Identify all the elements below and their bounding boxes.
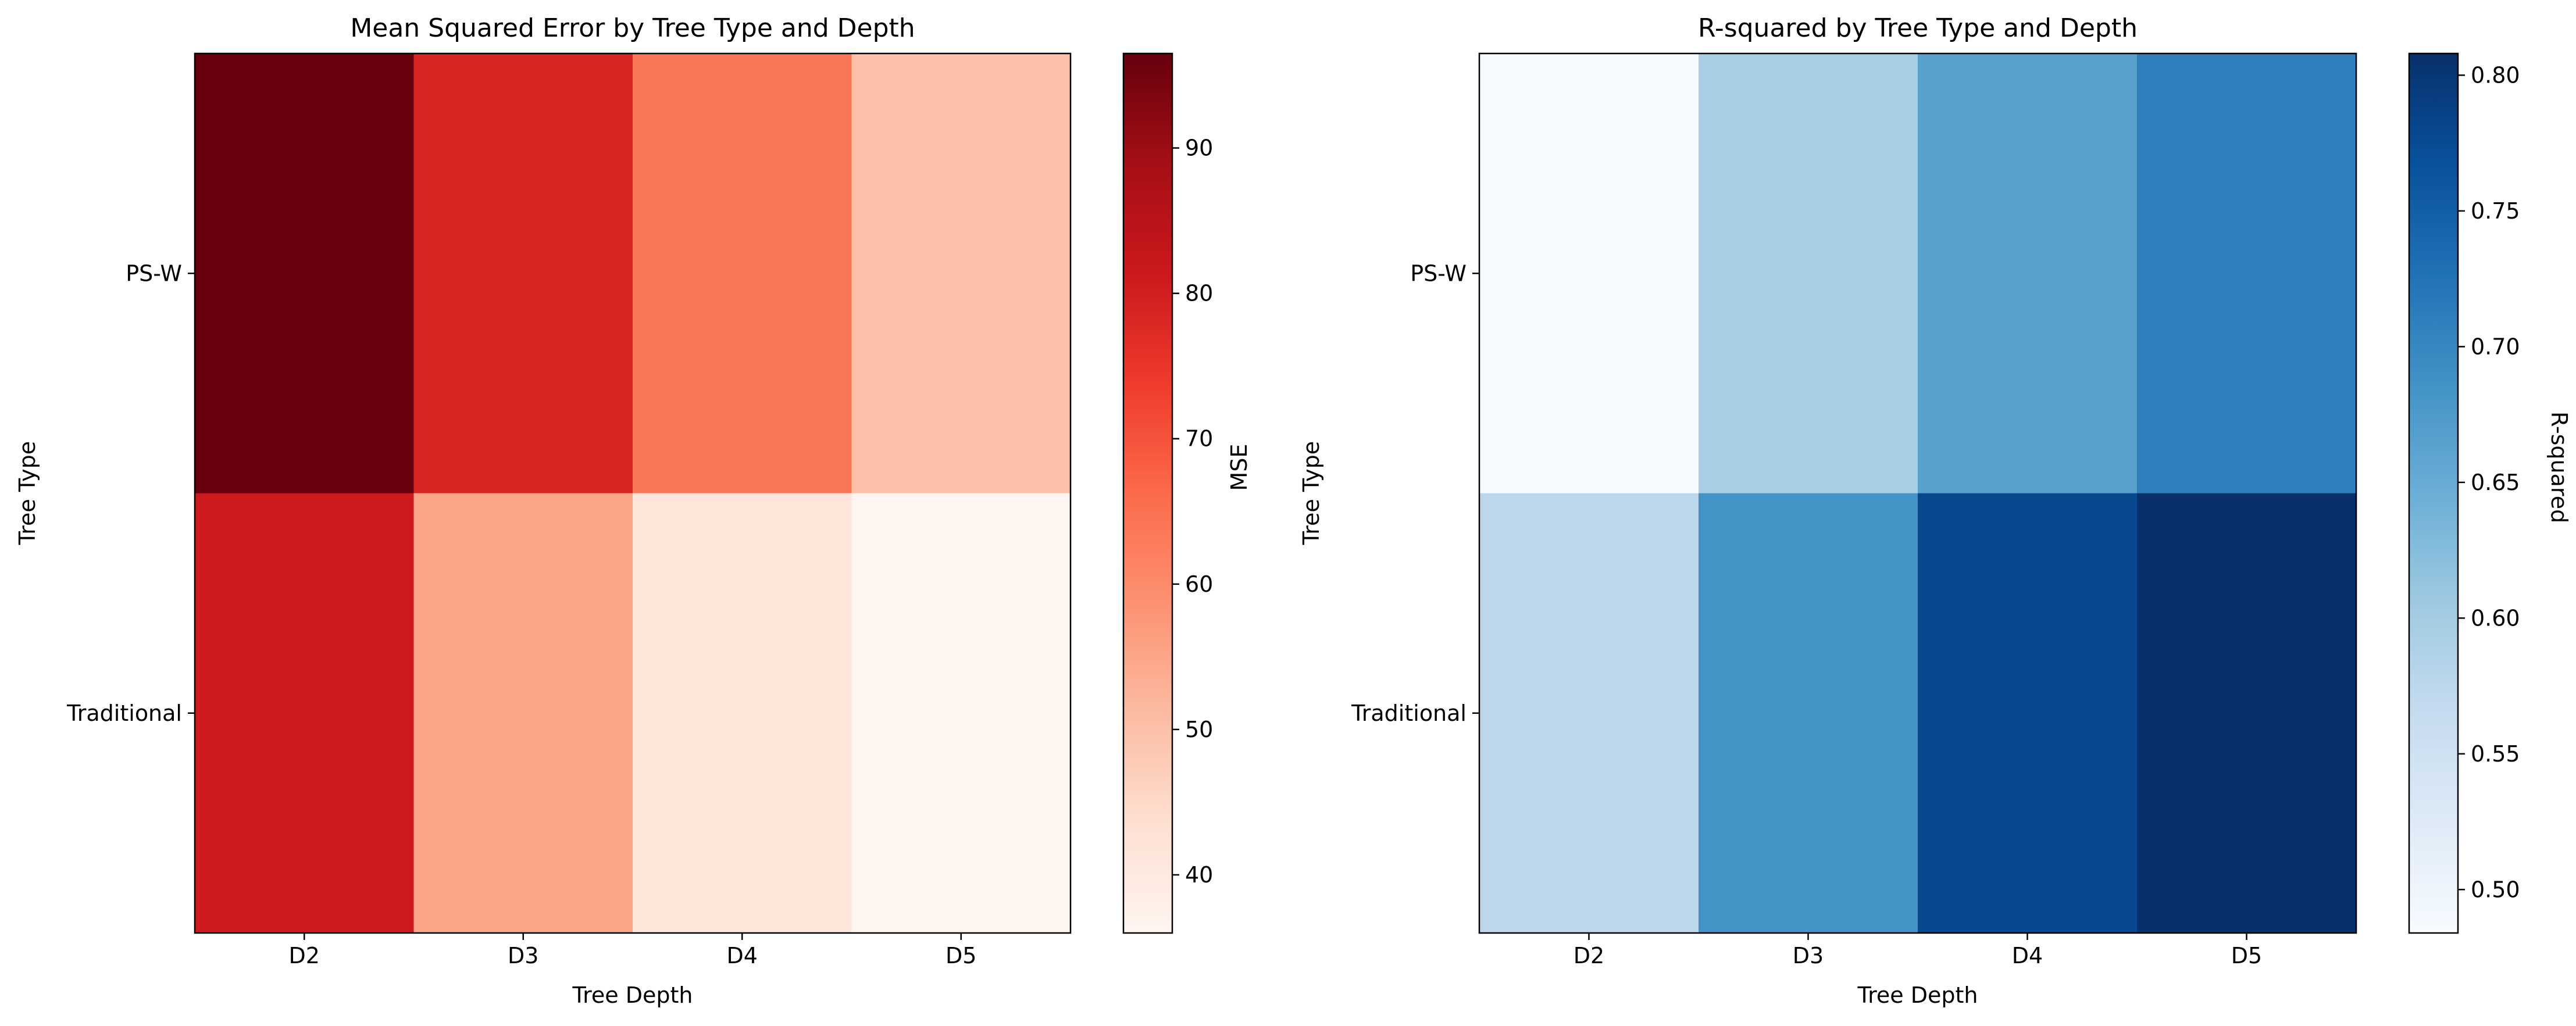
- heatmap-cell-ps-w-d5: [2137, 53, 2357, 494]
- x-tick-label: D5: [946, 943, 976, 968]
- x-tick-label: D5: [2231, 943, 2262, 968]
- plot-frame: [1478, 52, 2357, 934]
- colorbar: [2408, 52, 2459, 934]
- x-tick-label: D3: [1793, 943, 1824, 968]
- x-tick-label: D4: [2012, 943, 2043, 968]
- colorbar: [1122, 52, 1173, 934]
- y-axis-label: Tree Type: [15, 441, 40, 546]
- heatmap-cell-ps-w-d2: [195, 53, 415, 494]
- heatmap-cell-traditional-d4: [1918, 493, 2138, 934]
- colorbar-tick-label: 70: [1185, 426, 1213, 452]
- y-tick-label: Traditional: [1351, 700, 1467, 726]
- heatmap-cell-traditional-d2: [1479, 493, 1699, 934]
- colorbar-tick-label: 0.65: [2471, 470, 2520, 495]
- colorbar-tick-label: 50: [1185, 717, 1213, 742]
- r-squared-heatmap-panel: R-squared by Tree Type and Depth Tree De…: [1298, 13, 2572, 1008]
- heatmap-cell-ps-w-d5: [851, 53, 1071, 494]
- y-tick-label: PS-W: [1410, 260, 1467, 286]
- heatmap-cell-traditional-d5: [851, 493, 1071, 934]
- colorbar-tick-label: 0.55: [2471, 741, 2520, 767]
- x-tick-label: D2: [1574, 943, 1604, 968]
- mse-heatmap-panel: Mean Squared Error by Tree Type and Dept…: [15, 13, 1252, 1008]
- plot-frame: [194, 52, 1072, 934]
- colorbar-label: R-squared: [2546, 412, 2572, 523]
- heatmap-cell-traditional-d4: [633, 493, 852, 934]
- x-axis-label: Tree Depth: [572, 982, 693, 1008]
- y-tick-label: PS-W: [126, 260, 182, 286]
- colorbar-tick-label: 0.75: [2471, 198, 2520, 224]
- heatmap-cell-traditional-d3: [1699, 493, 1918, 934]
- heatmap-cell-traditional-d3: [413, 493, 633, 934]
- heatmap-cell-ps-w-d3: [1699, 53, 1918, 494]
- colorbar-tick-label: 40: [1185, 862, 1213, 888]
- heatmap-cell-traditional-d2: [195, 493, 415, 934]
- colorbar-label: MSE: [1226, 444, 1252, 491]
- heatmap-cell-ps-w-d2: [1479, 53, 1699, 494]
- y-tick-label: Traditional: [66, 700, 182, 726]
- chart-title: Mean Squared Error by Tree Type and Dept…: [350, 13, 915, 43]
- colorbar-tick-label: 80: [1185, 281, 1213, 306]
- x-tick-label: D3: [508, 943, 538, 968]
- x-tick-label: D4: [727, 943, 758, 968]
- colorbar-tick-label: 90: [1185, 135, 1213, 161]
- heatmap-cell-traditional-d5: [2137, 493, 2357, 934]
- heatmap-cell-ps-w-d4: [1918, 53, 2138, 494]
- chart-title: R-squared by Tree Type and Depth: [1698, 13, 2138, 43]
- colorbar-tick-label: 0.60: [2471, 605, 2520, 631]
- x-axis-label: Tree Depth: [1857, 982, 1978, 1008]
- colorbar-tick-label: 60: [1185, 571, 1213, 597]
- heatmap-cell-ps-w-d4: [633, 53, 852, 494]
- colorbar-tick-label: 0.50: [2471, 877, 2520, 902]
- x-tick-label: D2: [289, 943, 320, 968]
- colorbar-tick-label: 0.80: [2471, 62, 2520, 88]
- y-axis-label: Tree Type: [1298, 441, 1324, 546]
- colorbar-tick-label: 0.70: [2471, 334, 2520, 359]
- heatmap-cell-ps-w-d3: [413, 53, 633, 494]
